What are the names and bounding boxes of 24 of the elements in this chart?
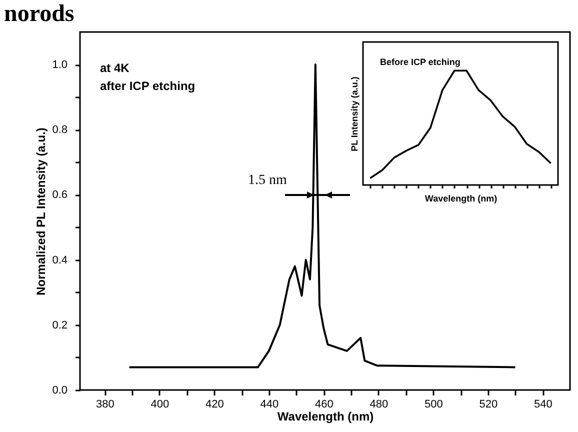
x-tick-label: 540 <box>534 398 552 410</box>
annotation: at 4K <box>100 61 130 75</box>
y-tick-label: 0.2 <box>52 319 68 332</box>
chart-title: norods <box>4 1 74 27</box>
x-tick-label: 520 <box>479 398 498 410</box>
x-tick-label: 440 <box>260 398 279 410</box>
x-tick-label: 400 <box>150 398 170 410</box>
x-tick-label: 420 <box>205 398 224 410</box>
y-tick-label: 0.6 <box>52 189 68 202</box>
x-axis-title: Wavelength (nm) <box>277 410 374 424</box>
x-axis-title: Wavelength (nm) <box>424 194 498 204</box>
x-tick-label: 500 <box>424 398 443 410</box>
y-tick-label: 0.4 <box>52 254 68 266</box>
x-tick-label: 480 <box>370 398 388 410</box>
annotation: Before ICP etching <box>380 57 460 67</box>
y-tick-label: 0.0 <box>52 384 68 396</box>
y-axis-title: Normalized PL Intensity (a.u.) <box>34 128 48 296</box>
x-tick-label: 460 <box>314 398 334 410</box>
y-tick-label: 1.0 <box>52 59 68 72</box>
x-tick-label: 380 <box>96 398 114 410</box>
annotation: 1.5 nm <box>248 173 287 188</box>
annotation: after ICP etching <box>100 79 196 93</box>
y-tick-label: 0.8 <box>52 124 68 136</box>
y-axis-title: PL Intensity (a.u.) <box>350 76 360 152</box>
